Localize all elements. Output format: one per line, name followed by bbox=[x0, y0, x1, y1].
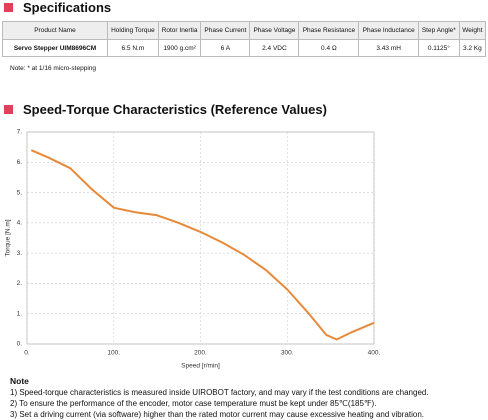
marker bbox=[4, 3, 13, 12]
heading: Specifications bbox=[4, 0, 111, 15]
y-tick-label: 7. bbox=[17, 129, 23, 136]
y-tick-label: 2. bbox=[17, 280, 23, 287]
x-tick-label: 0. bbox=[24, 350, 30, 357]
column-header: Phase Current bbox=[200, 21, 251, 40]
note-item: 3) Set a driving current (via software) … bbox=[10, 410, 424, 419]
column-header: Step Angle* bbox=[417, 21, 460, 40]
x-tick-label: 400. bbox=[368, 350, 381, 357]
column-header: Phase Resistance bbox=[298, 21, 360, 40]
column-header: Weight bbox=[458, 21, 487, 40]
cell: Servo Stepper UIM8696CM bbox=[2, 39, 108, 57]
column-header: Phase Inductance bbox=[358, 21, 419, 40]
x-axis-label: Speed [r/min] bbox=[181, 363, 220, 370]
heading: Speed-Torque Characteristics (Reference … bbox=[4, 102, 327, 117]
y-axis-label: Torque [N.m] bbox=[5, 219, 12, 256]
spec-table: Product Name Holding Torque Rotor Inertia P… bbox=[2, 21, 487, 57]
y-tick-label: 3. bbox=[17, 250, 23, 257]
cell: 2.4 VDC bbox=[249, 39, 300, 57]
cell: 1900 g.cm² bbox=[157, 39, 202, 57]
cell: 6.5 N.m bbox=[107, 39, 159, 57]
marker bbox=[4, 105, 13, 114]
column-header: Rotor Inertia bbox=[157, 21, 202, 40]
heading-text: Specifications bbox=[23, 0, 112, 15]
notes: Note 1) Speed-torque characteristics is m… bbox=[10, 376, 429, 420]
heading-text: Speed-Torque Characteristics (Reference … bbox=[23, 102, 327, 117]
note-item: 1) Speed-torque characteristics is measu… bbox=[10, 388, 429, 397]
y-tick-label: 1. bbox=[17, 310, 23, 317]
y-tick-label: 4. bbox=[17, 220, 23, 227]
column-header: Phase Voltage bbox=[249, 21, 300, 40]
torque-line bbox=[30, 149, 375, 341]
note-item: 2) To ensure the performance of the enco… bbox=[10, 399, 377, 408]
x-tick-label: 300. bbox=[281, 350, 294, 357]
y-tick-label: 5. bbox=[17, 189, 23, 196]
y-tick-label: 6. bbox=[17, 159, 23, 166]
column-header: Product Name bbox=[2, 21, 108, 40]
x-tick-label: 200. bbox=[194, 350, 207, 357]
chart: 0. 1. 2. 3. 4. 5. 6. 7. 0. 100. 200. 300. 400. Speed … bbox=[5, 129, 381, 370]
column-header: Holding Torque bbox=[107, 21, 159, 40]
cell: 6 A bbox=[200, 39, 251, 57]
cell: 3.2 Kg bbox=[458, 39, 487, 57]
cell: 0.1125° bbox=[417, 39, 460, 57]
row: Servo Stepper UIM8696CM 6.5 N.m 1900 g.cm²… bbox=[2, 39, 487, 57]
cell: 3.43 mH bbox=[358, 39, 419, 57]
note: Note: * at 1/16 micro-stepping bbox=[10, 65, 96, 72]
header-row: Product Name Holding Torque Rotor Inertia P… bbox=[2, 21, 487, 40]
x-tick-label: 100. bbox=[107, 350, 120, 357]
notes-title: Note bbox=[10, 376, 29, 386]
y-tick-label: 0. bbox=[17, 341, 23, 348]
cell: 0.4 Ω bbox=[298, 39, 360, 57]
